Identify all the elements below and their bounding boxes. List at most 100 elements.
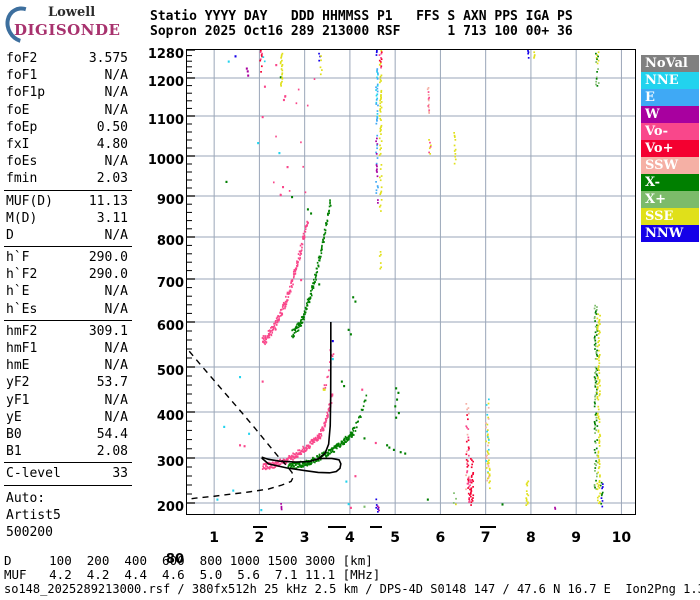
interference-pixel [486, 434, 489, 437]
echo-pixel [265, 338, 268, 341]
interference-pixel [469, 478, 471, 481]
echo-pixel [287, 293, 290, 295]
echo-pixel [268, 334, 271, 337]
interference-pixel [598, 372, 601, 374]
interference-pixel [380, 65, 383, 68]
interference-pixel [466, 426, 468, 429]
interference-pixel [597, 341, 599, 344]
echo-pixel [315, 436, 317, 439]
echo-pixel [288, 454, 290, 457]
interference-pixel [280, 57, 282, 59]
legend-item-nne[interactable]: NNE [641, 72, 699, 89]
interference-pixel [380, 57, 382, 59]
interference-pixel [525, 504, 528, 506]
echo-pixel [339, 445, 341, 448]
echo-pixel [303, 310, 306, 313]
interference-pixel [596, 71, 598, 73]
echo-pixel [318, 283, 321, 286]
echo-pixel [291, 455, 293, 458]
echo-pixel [282, 301, 285, 304]
echo-pixel [299, 451, 302, 454]
interference-pixel [379, 127, 382, 130]
interference-pixel [527, 52, 530, 55]
ionogram-plot[interactable] [186, 49, 636, 515]
interference-pixel [376, 97, 379, 100]
interference-pixel [281, 76, 284, 79]
echo-pixel [302, 465, 304, 468]
echo-pixel [275, 328, 277, 331]
echo-pixel [320, 252, 323, 255]
legend-item-nnw[interactable]: NNW [641, 225, 699, 242]
interference-pixel [594, 442, 597, 444]
legend-item-sse[interactable]: SSE [641, 208, 699, 225]
interference-pixel [467, 439, 470, 442]
interference-pixel [379, 102, 382, 105]
interference-pixel [467, 477, 470, 479]
echo-pixel [301, 462, 304, 465]
interference-pixel [489, 487, 491, 490]
echo-pixel [306, 224, 308, 226]
legend-item-ssw[interactable]: SSW [641, 157, 699, 174]
interference-pixel [595, 351, 598, 353]
echo-pixel [323, 233, 326, 236]
interference-pixel [465, 450, 468, 453]
echo-pixel [264, 468, 267, 471]
interference-pixel [261, 55, 263, 58]
echo-pixel [292, 276, 295, 279]
echo-pixel [299, 244, 302, 247]
interference-pixel [380, 124, 383, 127]
legend-item-w[interactable]: W [641, 106, 699, 123]
interference-pixel [601, 487, 603, 490]
echo-pixel [284, 302, 286, 305]
interference-pixel [526, 493, 528, 495]
interference-pixel [593, 338, 596, 341]
echo-pixel [292, 458, 294, 461]
muf-distance-table: D 100 200 400 600 800 1000 1500 3000 [km… [4, 554, 380, 582]
echo-pixel [292, 456, 295, 458]
echo-pixel [318, 453, 321, 456]
interference-pixel [380, 140, 383, 142]
echo-pixel [307, 463, 310, 465]
interference-pixel [375, 122, 378, 125]
interference-pixel [598, 319, 601, 321]
interference-pixel [593, 317, 596, 320]
echo-pixel [282, 98, 285, 102]
interference-pixel [597, 405, 600, 408]
interference-pixel [597, 366, 600, 369]
interference-pixel [597, 412, 599, 415]
interference-pixel [376, 85, 379, 87]
interference-pixel [376, 134, 379, 137]
interference-pixel [379, 108, 382, 110]
interference-pixel [380, 66, 382, 69]
echo-pixel [307, 301, 309, 304]
echo-pixel [329, 452, 331, 455]
legend-item-e[interactable]: E [641, 89, 699, 106]
legend-item-vo[interactable]: Vo+ [641, 140, 699, 157]
legend-item-x[interactable]: X- [641, 174, 699, 191]
interference-pixel [379, 99, 381, 102]
param-row-hme: hmE N/A [0, 357, 136, 374]
interference-pixel [379, 262, 382, 264]
interference-pixel [375, 151, 377, 154]
param-name: yF2 [6, 375, 30, 391]
legend-item-vo[interactable]: Vo- [641, 123, 699, 140]
legend-item-x[interactable]: X+ [641, 191, 699, 208]
echo-pixel [282, 307, 285, 310]
interference-pixel [597, 51, 600, 54]
echo-pixel [304, 311, 307, 314]
interference-pixel [594, 440, 596, 443]
param-value: 53.7 [96, 375, 128, 391]
interference-pixel [380, 129, 382, 131]
y-axis-tick-label: 600 [156, 319, 184, 334]
auto-block: Auto: Artist5 500200 [0, 490, 136, 542]
interference-pixel [595, 309, 598, 311]
interference-pixel [601, 483, 604, 485]
interference-pixel [380, 91, 383, 93]
param-separator [4, 246, 132, 248]
echo-pixel [326, 417, 328, 420]
legend-item-noval[interactable]: NoVal [641, 55, 699, 72]
interference-pixel [596, 496, 599, 499]
echo-pixel [303, 318, 305, 321]
param-name: foE [6, 102, 30, 118]
interference-pixel [599, 484, 602, 487]
